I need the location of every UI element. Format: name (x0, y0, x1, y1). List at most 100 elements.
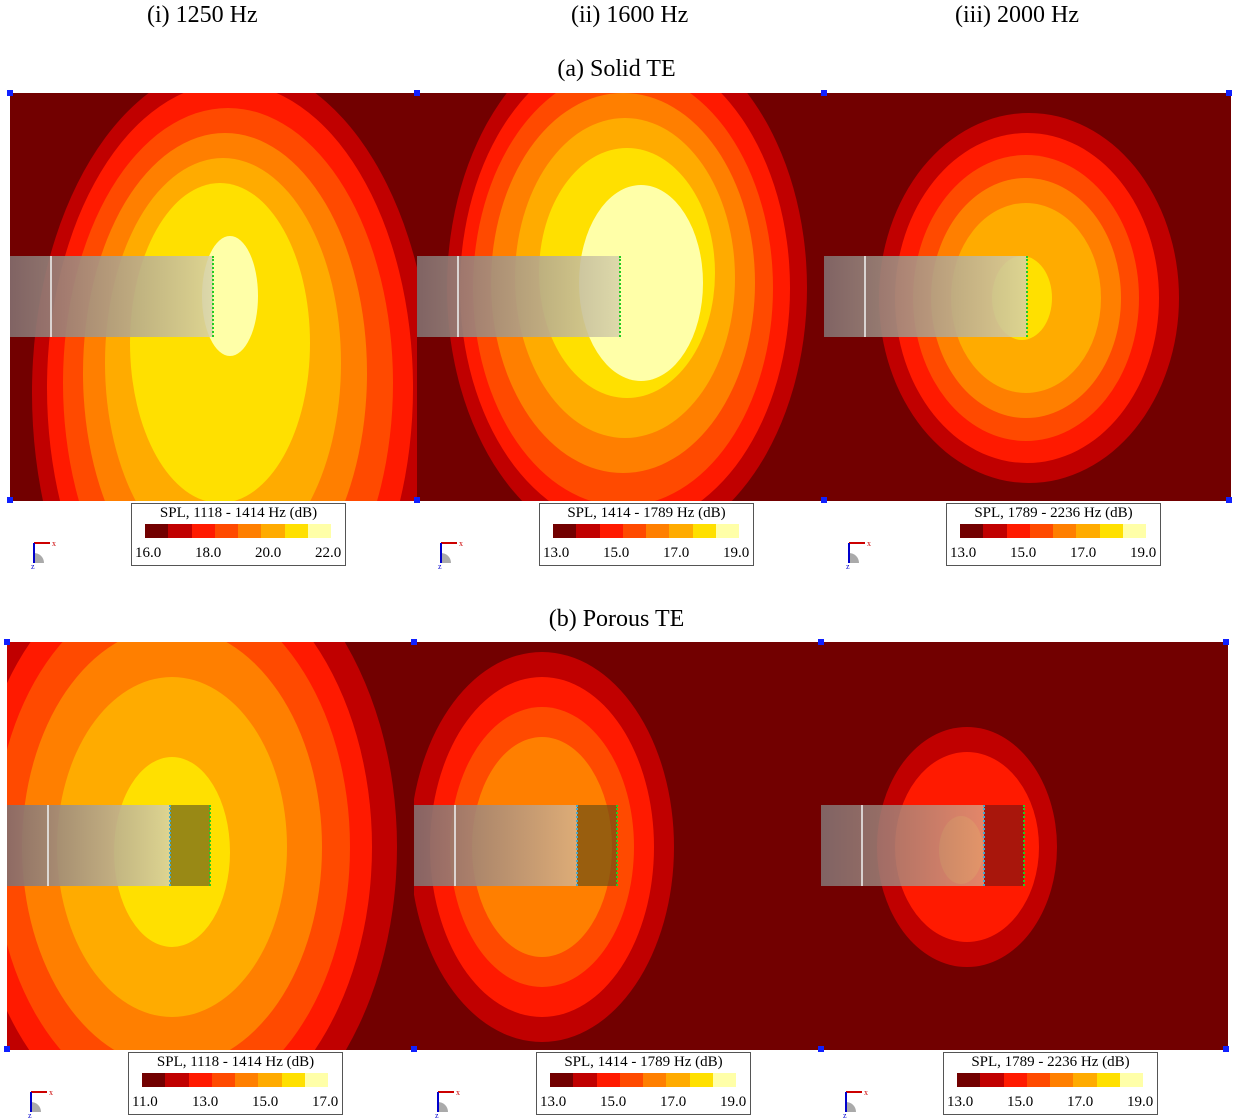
legend-tick: 13.0 (192, 1094, 219, 1110)
frame-corner (818, 1046, 824, 1052)
colorbar (145, 524, 331, 538)
colorbar-legend: SPL, 1789 - 2236 Hz (dB) 13.0 15.0 17.0 … (943, 1052, 1158, 1115)
axis-z-label: z (843, 1111, 847, 1118)
row-title-solid: (a) Solid TE (557, 56, 676, 82)
axis-z-label: z (435, 1111, 439, 1118)
colorbar (960, 524, 1146, 538)
colorbar-legend: SPL, 1414 - 1789 Hz (dB) 13.0 15.0 17.0 … (536, 1052, 751, 1115)
frame-corner (4, 639, 10, 645)
legend-tick: 15.0 (1007, 1094, 1034, 1110)
porous-start-marker (576, 805, 581, 886)
legend-tick: 17.0 (660, 1094, 687, 1110)
legend-tick: 13.0 (947, 1094, 974, 1110)
frame-corner (818, 639, 824, 645)
frame-corner (4, 1046, 10, 1052)
axes-triad-icon: x z (846, 539, 871, 569)
porous-section (170, 805, 210, 886)
axis-x-label: x (867, 539, 871, 548)
trailing-edge-blade (10, 256, 213, 337)
contour-panel-solid-2000 (824, 93, 1231, 501)
contour-plot (32, 93, 417, 501)
trailing-edge-blade (7, 805, 170, 886)
legend-tick: 15.0 (600, 1094, 627, 1110)
legend-title: SPL, 1118 - 1414 Hz (dB) (159, 505, 318, 521)
frame-corner (7, 497, 13, 503)
column-title-2000: (iii) 2000 Hz (955, 2, 1079, 28)
trailing-edge-blade (824, 256, 1027, 337)
axis-z-label: z (846, 562, 850, 569)
trailing-edge-marker (209, 805, 214, 886)
frame-corner (411, 639, 417, 645)
legend-title: SPL, 1789 - 2236 Hz (dB) (974, 505, 1133, 521)
legend-tick: 19.0 (1127, 1094, 1154, 1110)
colorbar-legend: SPL, 1414 - 1789 Hz (dB) 13.0 15.0 17.0 … (539, 503, 754, 566)
legend-tick: 17.0 (1070, 545, 1097, 561)
porous-section (984, 805, 1024, 886)
legend-tick: 22.0 (315, 545, 342, 561)
frame-corner (1226, 497, 1232, 503)
legend-tick: 17.0 (663, 545, 690, 561)
axis-x-label: x (49, 1088, 53, 1097)
contour-panel-porous-1600 (414, 642, 821, 1050)
axis-z-label: z (438, 562, 442, 569)
row-title-porous: (b) Porous TE (548, 606, 685, 632)
axis-x-label: x (456, 1088, 460, 1097)
legend-tick: 17.0 (1067, 1094, 1094, 1110)
blade-grid-line (50, 256, 52, 337)
frame-corner (1226, 90, 1232, 96)
legend-title: SPL, 1118 - 1414 Hz (dB) (156, 1054, 315, 1070)
legend-tick: 11.0 (132, 1094, 158, 1110)
colorbar (957, 1073, 1143, 1087)
legend-title: SPL, 1414 - 1789 Hz (dB) (564, 1054, 723, 1070)
frame-corner (821, 497, 827, 503)
trailing-edge-marker (619, 256, 624, 337)
contour-panel-porous-1250 (7, 642, 414, 1050)
legend-tick: 16.0 (135, 545, 162, 561)
axis-x-label: x (864, 1088, 868, 1097)
legend-title: SPL, 1414 - 1789 Hz (dB) (567, 505, 726, 521)
contour-panel-solid-1600 (417, 93, 824, 501)
legend-tick: 13.0 (543, 545, 570, 561)
frame-corner (414, 90, 420, 96)
blade-grid-line (861, 805, 863, 886)
porous-start-marker (983, 805, 988, 886)
colorbar (142, 1073, 328, 1087)
legend-tick: 19.0 (720, 1094, 747, 1110)
legend-tick: 13.0 (950, 545, 977, 561)
trailing-edge-marker (1026, 256, 1031, 337)
axis-z-label: z (31, 562, 35, 569)
axes-triad-icon: x z (435, 1088, 460, 1118)
colorbar-legend: SPL, 1118 - 1414 Hz (dB) 11.0 13.0 15.0 … (128, 1052, 343, 1115)
frame-corner (414, 497, 420, 503)
trailing-edge-marker (1023, 805, 1028, 886)
colorbar-legend: SPL, 1118 - 1414 Hz (dB) 16.0 18.0 20.0 … (131, 503, 346, 566)
frame-corner (1223, 1046, 1229, 1052)
column-title-1600: (ii) 1600 Hz (571, 2, 689, 28)
blade-grid-line (864, 256, 866, 337)
contour-panel-porous-2000 (821, 642, 1228, 1050)
frame-corner (821, 90, 827, 96)
legend-tick: 13.0 (540, 1094, 567, 1110)
blade-grid-line (47, 805, 49, 886)
legend-tick: 20.0 (255, 545, 282, 561)
trailing-edge-blade (414, 805, 577, 886)
axis-x-label: x (459, 539, 463, 548)
legend-title: SPL, 1789 - 2236 Hz (dB) (971, 1054, 1130, 1070)
legend-tick: 15.0 (252, 1094, 279, 1110)
axes-triad-icon: x z (843, 1088, 868, 1118)
axes-triad-icon: x z (28, 1088, 53, 1118)
legend-tick: 19.0 (723, 545, 750, 561)
axes-triad-icon: x z (438, 539, 463, 569)
colorbar (553, 524, 739, 538)
trailing-edge-blade (417, 256, 620, 337)
colorbar (550, 1073, 736, 1087)
axis-x-label: x (52, 539, 56, 548)
frame-corner (7, 90, 13, 96)
legend-tick: 15.0 (1010, 545, 1037, 561)
blade-grid-line (454, 805, 456, 886)
legend-tick: 17.0 (312, 1094, 339, 1110)
legend-tick: 18.0 (195, 545, 222, 561)
colorbar-legend: SPL, 1789 - 2236 Hz (dB) 13.0 15.0 17.0 … (946, 503, 1161, 566)
porous-start-marker (169, 805, 174, 886)
blade-grid-line (457, 256, 459, 337)
